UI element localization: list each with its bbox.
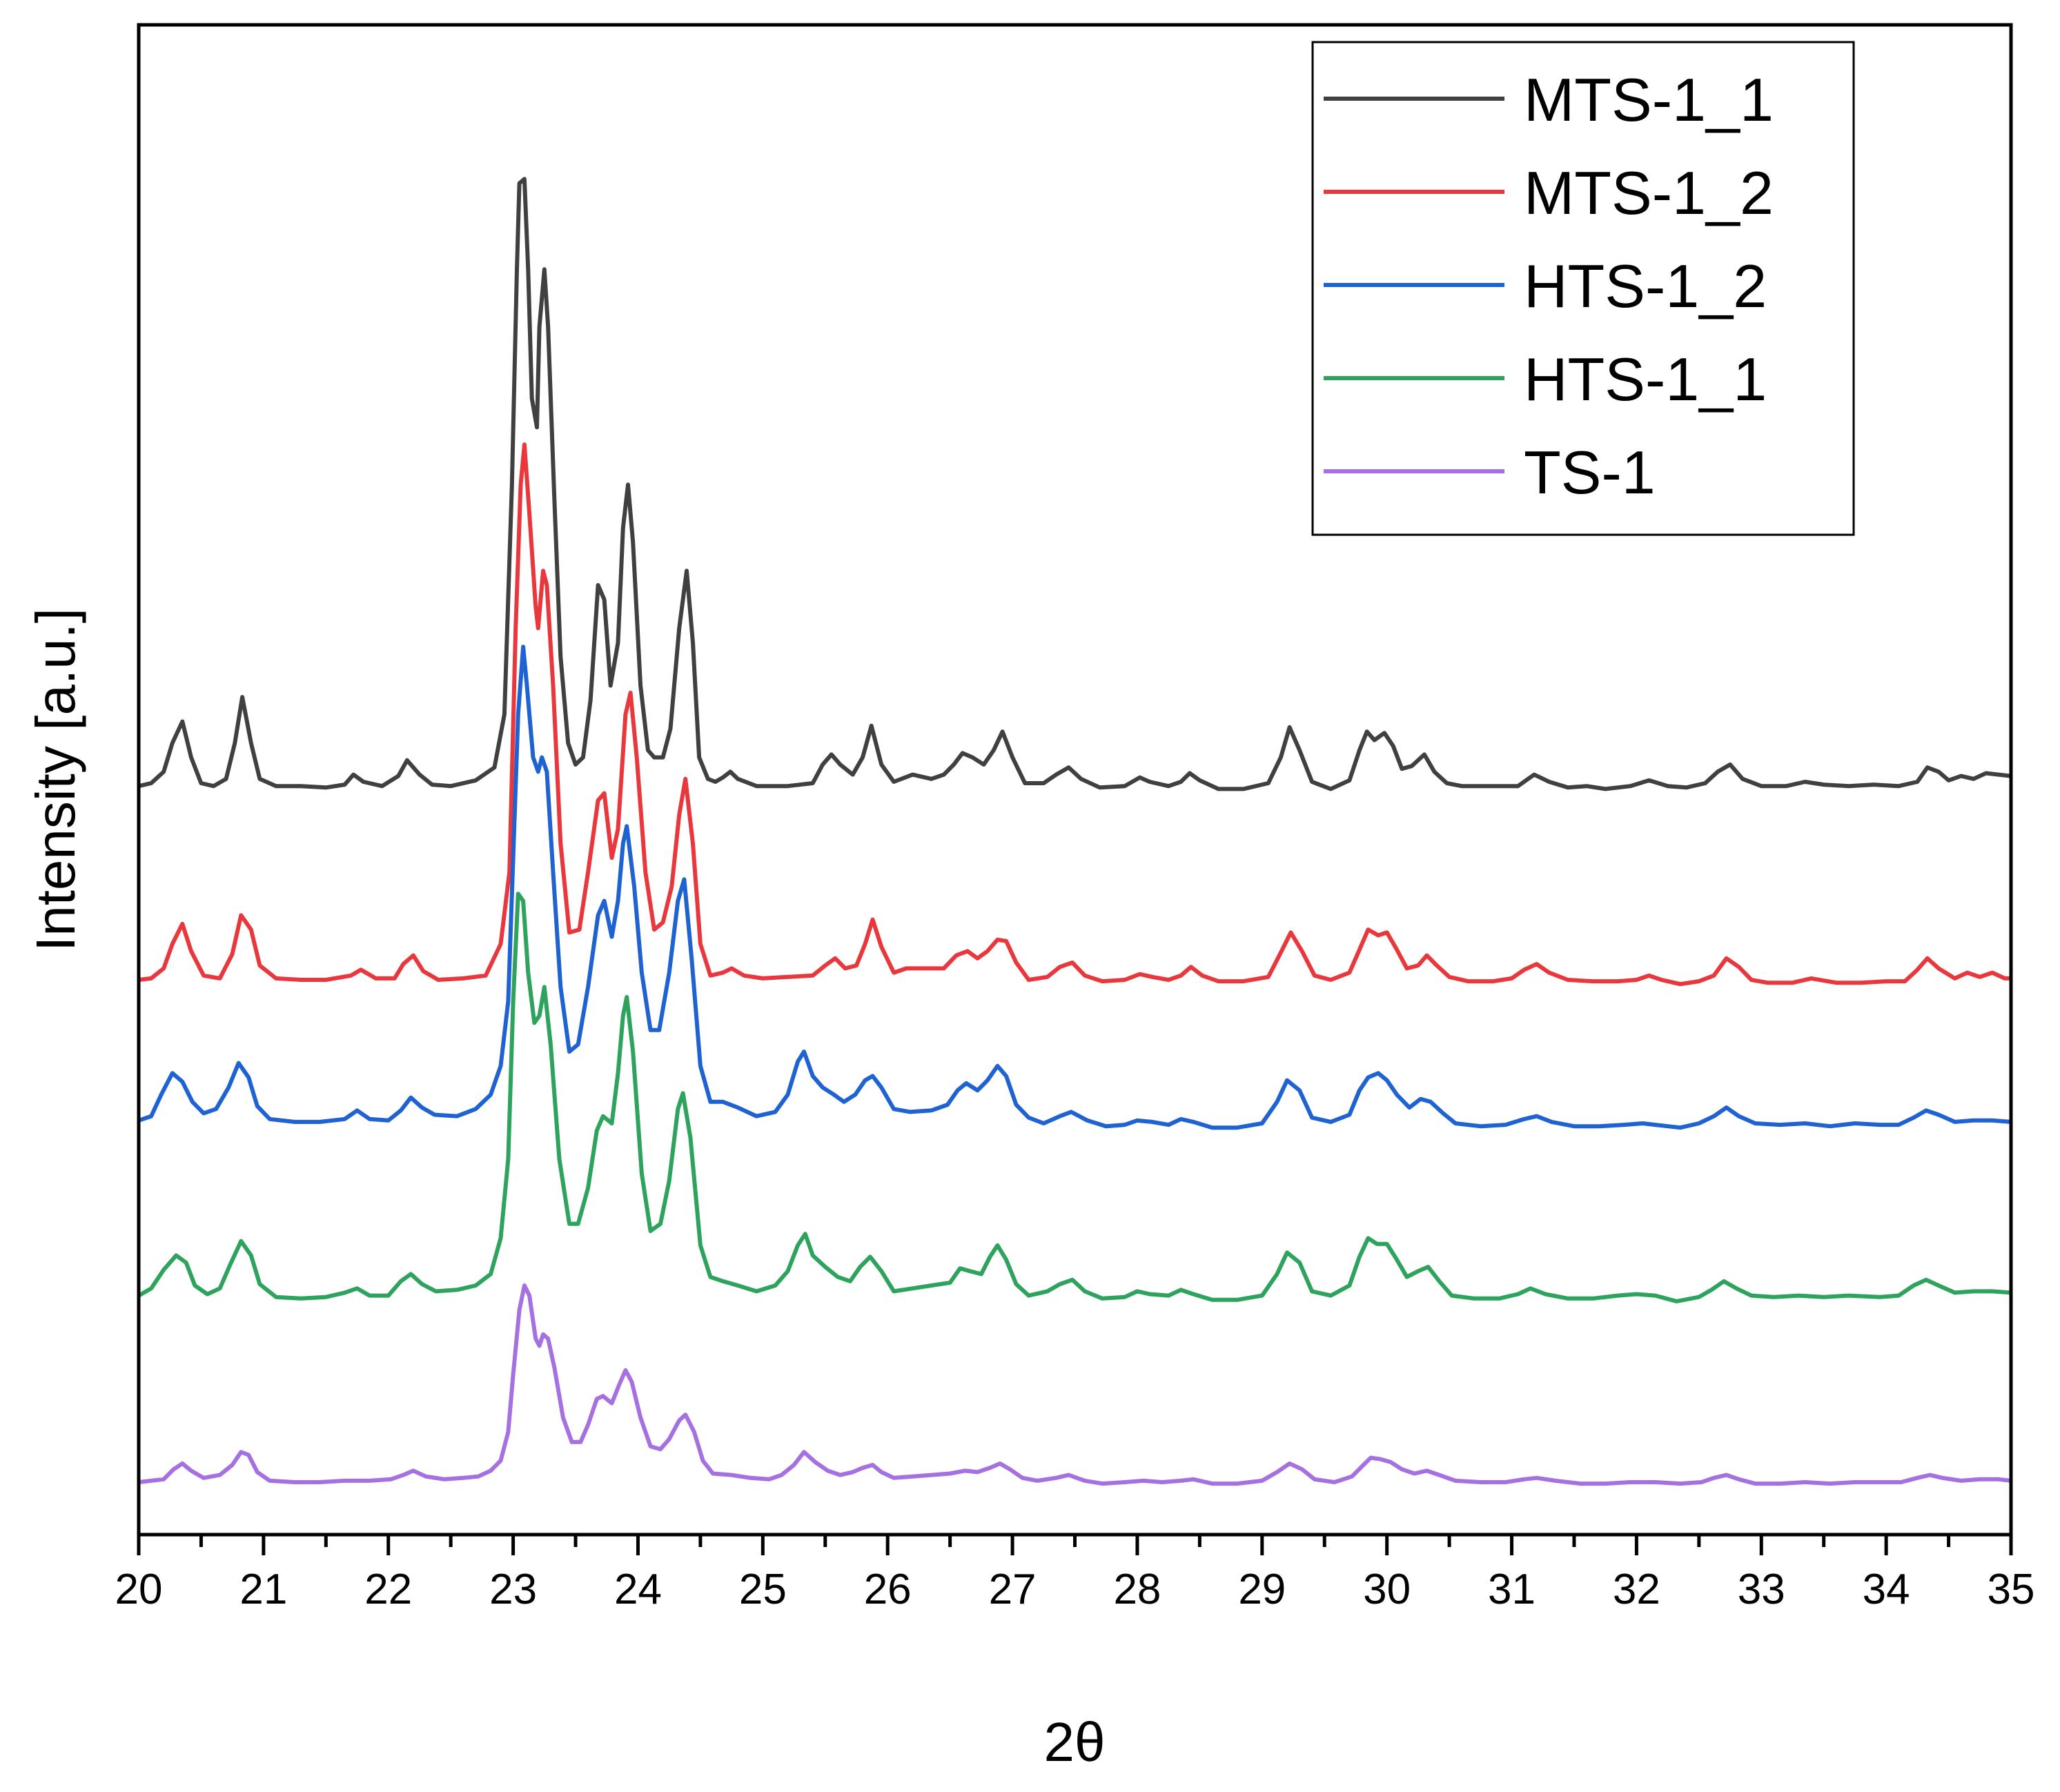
legend-label-MTS-1_2: MTS-1_2: [1524, 159, 1774, 227]
x-tick-label: 35: [1988, 1566, 2035, 1613]
x-tick-label: 27: [989, 1566, 1037, 1613]
x-tick-label: 21: [239, 1566, 287, 1613]
y-axis-title: Intensity [a.u.]: [25, 608, 86, 952]
x-axis-title: 2θ: [1044, 1711, 1106, 1773]
legend-items: MTS-1_1 MTS-1_2 HTS-1_2 HTS-1_1 TS-1: [1324, 66, 1774, 506]
x-tick-label: 34: [1863, 1566, 1910, 1613]
legend: MTS-1_1 MTS-1_2 HTS-1_2 HTS-1_1 TS-1: [1311, 41, 1855, 536]
x-tick-label: 23: [489, 1566, 537, 1613]
series-line-TS-1: [138, 1283, 2012, 1486]
series-line-HTS-1_1: [137, 892, 2012, 1303]
legend-box: [1311, 41, 1855, 536]
x-tick-label: 28: [1113, 1566, 1161, 1613]
x-tick-label: 20: [115, 1566, 163, 1613]
legend-label-MTS-1_1: MTS-1_1: [1524, 66, 1774, 134]
x-tick-label: 33: [1738, 1566, 1785, 1613]
x-tick-label: 31: [1488, 1566, 1536, 1613]
legend-label-HTS-1_1: HTS-1_1: [1524, 345, 1767, 413]
x-tick-label: 26: [864, 1566, 912, 1613]
legend-label-TS-1: TS-1: [1524, 438, 1656, 506]
series-line-MTS-1_1: [138, 177, 2012, 791]
series-line-MTS-1_2: [138, 442, 2011, 987]
x-tick-label: 25: [739, 1566, 787, 1613]
legend-label-HTS-1_2: HTS-1_2: [1524, 252, 1767, 320]
x-tick-label: 29: [1238, 1566, 1286, 1613]
x-axis-ticks: 20 21 22 23 24 25 26 27 28 29 30 31 32 33 34 35: [115, 1535, 2035, 1613]
x-tick-label: 24: [614, 1566, 662, 1613]
series-line-HTS-1_2: [138, 644, 2012, 1130]
x-tick-label: 22: [364, 1566, 412, 1613]
x-tick-label: 30: [1363, 1566, 1411, 1613]
series-layer: [137, 177, 2012, 1486]
x-tick-label: 32: [1613, 1566, 1660, 1613]
